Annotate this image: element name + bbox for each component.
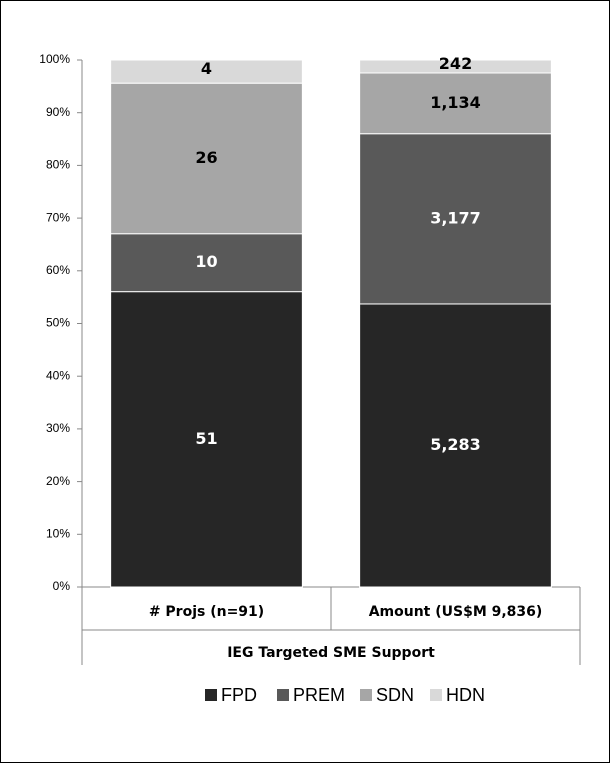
data-label: 5,283 — [430, 435, 481, 454]
bar-segment — [359, 303, 552, 588]
group-label: IEG Targeted SME Support — [227, 645, 435, 661]
bar-segment — [359, 72, 552, 135]
legend-label: HDN — [446, 685, 485, 705]
legend-swatch — [360, 689, 372, 701]
y-tick-label: 70% — [46, 210, 70, 224]
legend-label: PREM — [293, 685, 345, 705]
y-tick-label: 60% — [46, 263, 70, 277]
legend-swatch — [430, 689, 442, 701]
legend-swatch — [277, 689, 289, 701]
y-tick-label: 30% — [46, 421, 70, 435]
x-tick-label: # Projs (n=91) — [149, 604, 264, 620]
y-tick-label: 20% — [46, 474, 70, 488]
data-label: 26 — [195, 148, 217, 167]
y-tick-label: 80% — [46, 158, 70, 172]
data-label: 242 — [439, 54, 472, 73]
data-label: 1,134 — [430, 93, 481, 112]
bar-segment — [359, 59, 552, 74]
bar-segment — [110, 59, 303, 84]
data-label: 51 — [195, 429, 217, 448]
x-tick-label: Amount (US$M 9,836) — [369, 604, 543, 620]
data-label: 3,177 — [430, 208, 481, 227]
legend-label: FPD — [221, 685, 257, 705]
data-label: 10 — [195, 252, 217, 271]
legend-swatch — [205, 689, 217, 701]
y-tick-label: 90% — [46, 105, 70, 119]
bar-segment — [110, 291, 303, 588]
y-tick-label: 10% — [46, 526, 70, 540]
bar-segment — [359, 133, 552, 305]
legend-label: SDN — [376, 685, 414, 705]
y-tick-label: 40% — [46, 368, 70, 382]
y-tick-label: 100% — [39, 52, 70, 66]
y-tick-label: 0% — [53, 579, 71, 593]
y-tick-label: 50% — [46, 316, 70, 330]
data-label: 4 — [201, 59, 212, 78]
bar-segment — [110, 233, 303, 293]
bar-segment — [110, 82, 303, 235]
